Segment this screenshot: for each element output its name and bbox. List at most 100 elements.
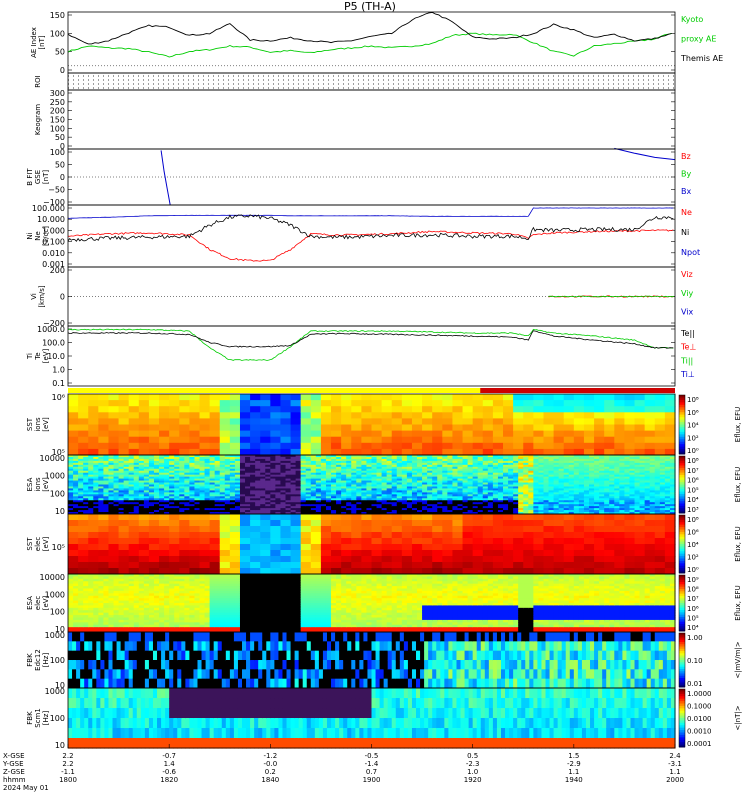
legend-density-0: Ne xyxy=(681,208,692,217)
colorbar-sst_elec: 10⁸ 10⁶ 10⁴ 10² 10⁰ Eflux, EFU xyxy=(678,514,742,574)
colorbar-tick: 0.01 xyxy=(687,680,703,688)
ytick-keogram-5: 50 xyxy=(55,133,65,142)
ylabel-sst_ion-2: [eV] xyxy=(42,417,50,432)
ytick-keogram-3: 150 xyxy=(50,116,65,125)
ytick-keogram-6: 0 xyxy=(60,142,65,151)
ylabel-fbk_b-1: Scm1 xyxy=(34,708,42,728)
ylabel-sst_ion-0: SST xyxy=(26,417,34,431)
ylabel-bfield-2: [nT] xyxy=(42,170,50,184)
ytick-keogram-1: 250 xyxy=(50,98,65,107)
ytick-temperature-2: 10.0 xyxy=(47,352,65,361)
colorbar-tick: 10² xyxy=(687,434,699,442)
bx-segment-0 xyxy=(160,150,171,206)
ytick-fbk_b-0: 1000 xyxy=(45,687,65,696)
colorbar-label: Eflux, EFU xyxy=(734,467,742,502)
mode-bar xyxy=(480,388,675,393)
colorbar-label: Eflux, EFU xyxy=(734,585,742,620)
ylabel-temperature-1: Te xyxy=(34,352,42,360)
ylabel-esa_ion-2: [eV] xyxy=(42,477,50,492)
ylabel-esa_elec-1: elec xyxy=(34,596,42,611)
ti-par-line xyxy=(68,328,674,361)
ytick-density-5: 0.001 xyxy=(42,260,65,269)
colorbar-tick: 10⁶ xyxy=(687,605,699,613)
fbk-b-spectrogram xyxy=(68,688,676,749)
ytick-sst_ion-1: 10⁵ xyxy=(52,448,65,457)
frame-ae xyxy=(67,11,676,74)
ylabel-ae-0: AE Index xyxy=(30,27,38,58)
ytick-esa_ion-1: 1000 xyxy=(45,472,65,481)
ylabel-density-0: Ni xyxy=(26,232,34,239)
ytick-bfield-2: 0 xyxy=(60,173,65,182)
colorbar-tick: 10⁵ xyxy=(687,486,699,494)
legend-velocity-2: Vix xyxy=(681,308,694,317)
ylabel-ae-1: [nT] xyxy=(38,35,46,49)
frame-roi xyxy=(67,72,676,91)
colorbar-tick: 10⁰ xyxy=(687,447,699,455)
esa-elec-spectrogram xyxy=(68,574,676,633)
colorbar-label: Eflux, EFU xyxy=(734,526,742,561)
colorbar-tick: 10⁷ xyxy=(687,595,699,603)
xtick-y-2: -0.0 xyxy=(263,760,277,768)
xtick-y-0: 2.2 xyxy=(62,760,73,768)
colorbar-fbk_b: 1.0000 0.1000 0.0100 0.0010 0.0001 <|nT|> xyxy=(678,688,742,748)
ylabel-fbk_e-1: Edc12 xyxy=(34,649,42,671)
colorbar-tick: 10⁸ xyxy=(687,586,699,594)
ylabel-temperature-0: Ti xyxy=(26,353,34,360)
sst-elec-spectrogram xyxy=(68,514,676,575)
colorbar-tick: 0.1000 xyxy=(687,703,712,711)
xtick-x-2: -1.2 xyxy=(263,752,277,760)
ytick-fbk_b-1: 100 xyxy=(50,714,65,723)
ylabel-keogram-0: Keogram xyxy=(34,104,42,135)
kyoto-ae-line xyxy=(67,32,672,58)
xtick-z-0: -1.1 xyxy=(61,768,75,776)
xtick-t-6: 2000 xyxy=(666,776,684,784)
xtick-x-0: 2.2 xyxy=(62,752,73,760)
ylabel-roi-0: ROI xyxy=(34,75,42,87)
ytick-bfield-1: 50 xyxy=(55,161,65,170)
ytick-temperature-1: 100.0 xyxy=(42,339,65,348)
ytick-esa_ion-0: 10000 xyxy=(40,454,65,463)
xtick-x-6: 2.4 xyxy=(669,752,681,760)
xtick-t-3: 1900 xyxy=(363,776,381,784)
colorbar-label: <|nT|> xyxy=(734,705,742,730)
legend-density-1: Ni xyxy=(681,228,689,237)
ytick-bfield-3: −50 xyxy=(48,186,65,195)
ylabel-esa_elec-2: [eV] xyxy=(42,595,50,610)
ytick-density-0: 100.000 xyxy=(32,204,65,213)
colorbar-tick: 10⁵ xyxy=(687,614,699,622)
ylabel-sst_ion-1: ions xyxy=(34,417,42,432)
panel-bfield: B FIT GSE [nT] 100 50 0 −50 −100 Bz By Bx xyxy=(26,148,691,207)
ylabel-bfield-1: GSE xyxy=(34,170,42,184)
ylabel-fbk_e-0: FBK xyxy=(26,653,34,667)
legend-temperature-0: Te|| xyxy=(680,329,695,338)
xtick-y-5: -2.9 xyxy=(567,760,581,768)
ylabel-esa_elec-0: ESA xyxy=(26,596,34,610)
xaxis-row-label-1: Y-GSE xyxy=(2,760,24,768)
ytick-velocity-1: 0 xyxy=(60,293,65,302)
xaxis-row-label-0: X-GSE xyxy=(3,752,25,760)
colorbar-tick: 10⁸ xyxy=(687,396,699,404)
colorbar-tick: 1.0000 xyxy=(687,690,712,698)
colorbar-sst_ion: 10⁸ 10⁶ 10⁴ 10² 10⁰ Eflux, EFU xyxy=(678,394,742,455)
ytick-esa_ion-2: 100 xyxy=(50,489,65,498)
colorbar-tick: 0.0100 xyxy=(687,715,712,723)
ytick-keogram-4: 100 xyxy=(50,124,65,133)
ylabel-temperature-2: [eV] xyxy=(42,348,50,363)
colorbar-label: Eflux, EFU xyxy=(734,407,742,442)
colorbar-tick: 1.00 xyxy=(687,634,703,642)
plot-title: P5 (TH-A) xyxy=(344,0,396,13)
legend-density-2: Npot xyxy=(681,248,700,257)
ytick-velocity-2: −200 xyxy=(43,319,65,328)
colorbar-tick: 10⁴ xyxy=(687,541,699,549)
colorbar-tick: 10⁶ xyxy=(687,409,699,417)
panel-temperature: Ti Te [eV] 1000.0 100.0 10.0 1.0 0.1 Te|| Te⊥ Ti||… xyxy=(26,325,696,388)
te-par-line xyxy=(67,330,674,349)
ytick-esa_elec-0: 10000 xyxy=(40,573,65,582)
legend-ae-1: proxy AE xyxy=(681,35,716,44)
xtick-x-3: -0.5 xyxy=(365,752,379,760)
legend-temperature-3: Ti⊥ xyxy=(680,370,695,379)
frame-keogram xyxy=(67,89,676,150)
colorbar-tick: 10⁸ xyxy=(687,516,699,524)
